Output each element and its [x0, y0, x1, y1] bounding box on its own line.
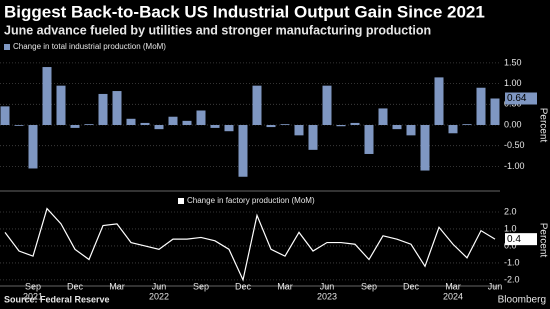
bar: [280, 124, 290, 125]
y-tick-label: -0.50: [504, 140, 525, 150]
x-year-label: 2024: [443, 291, 463, 301]
x-tick-label: Jun: [488, 281, 503, 291]
y-tick-label: 0.0: [504, 240, 517, 250]
value-label-box: [505, 92, 537, 105]
bar: [378, 108, 388, 125]
x-tick-label: Dec: [403, 281, 420, 291]
bar: [322, 85, 332, 125]
bar: [182, 120, 192, 125]
chart-title: Biggest Back-to-Back US Industrial Outpu…: [4, 2, 485, 21]
bar: [56, 85, 66, 125]
x-tick-label: Dec: [235, 281, 252, 291]
legend-swatch: [178, 198, 184, 204]
x-tick-label: Mar: [445, 281, 461, 291]
bar: [238, 125, 248, 177]
y-tick-label: 2.0: [504, 206, 517, 216]
value-label: 0.64: [507, 93, 527, 104]
x-tick-label: Mar: [277, 281, 293, 291]
source: Source: Federal Reserve: [4, 294, 110, 304]
x-tick-label: Sep: [193, 281, 209, 291]
bar: [336, 125, 346, 127]
bar: [406, 125, 416, 136]
y-tick-label: 1.0: [504, 223, 517, 233]
y-tick-label: -1.0: [504, 257, 520, 267]
x-tick-label: Jun: [152, 281, 167, 291]
bar: [42, 67, 52, 125]
bar: [462, 124, 472, 125]
y-tick-label: -2.0: [504, 274, 520, 284]
bar: [28, 125, 38, 169]
x-tick-label: Mar: [109, 281, 125, 291]
chart-subtitle: June advance fueled by utilities and str…: [4, 23, 431, 37]
bar: [434, 77, 444, 125]
bar: [154, 125, 164, 130]
bar: [84, 124, 94, 125]
x-tick-label: Sep: [361, 281, 377, 291]
bar: [266, 125, 276, 128]
bar: [420, 125, 430, 171]
x-year-label: 2021: [23, 291, 43, 301]
y-axis-label: Percent: [537, 108, 548, 143]
bar: [126, 118, 136, 125]
bar: [350, 122, 360, 125]
bar: [196, 110, 206, 125]
x-year-label: 2023: [317, 291, 337, 301]
value-label: 0.4: [507, 234, 521, 245]
bar: [252, 85, 262, 125]
bar: [476, 87, 486, 125]
brand: Bloomberg: [498, 295, 546, 306]
bar: [448, 125, 458, 134]
bar: [70, 125, 80, 128]
bar: [308, 125, 318, 150]
bar: [140, 122, 150, 125]
bar: [364, 125, 374, 154]
bar: [294, 125, 304, 136]
bar: [0, 106, 10, 125]
x-year-label: 2022: [149, 291, 169, 301]
bar: [224, 125, 234, 132]
y-tick-label: 0.00: [504, 119, 522, 129]
y-axis-label: Percent: [537, 223, 548, 258]
bar: [210, 125, 220, 128]
bar: [490, 98, 500, 125]
line: [4, 207, 496, 282]
bar: [392, 125, 402, 130]
legend-swatch: [4, 44, 10, 50]
y-tick-label: -1.00: [504, 161, 525, 171]
legend-label: Change in total industrial production (M…: [13, 42, 166, 51]
bar: [168, 116, 178, 125]
value-label-box: [505, 233, 537, 246]
legend-label: Change in factory production (MoM): [187, 196, 315, 205]
x-tick-label: Dec: [67, 281, 84, 291]
bar: [14, 125, 24, 126]
y-tick-label: 1.00: [504, 78, 522, 88]
bar: [112, 91, 122, 125]
bar: [98, 93, 108, 125]
x-tick-label: Jun: [320, 281, 335, 291]
y-tick-label: 1.50: [504, 57, 522, 67]
x-tick-label: Sep: [25, 281, 41, 291]
